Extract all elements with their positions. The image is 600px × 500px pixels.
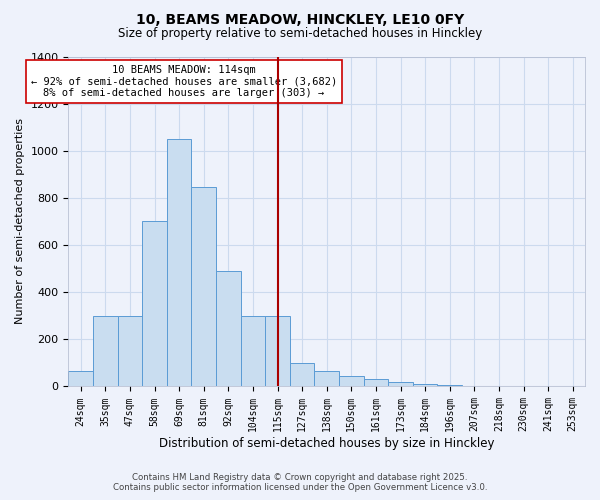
Bar — [413, 384, 437, 386]
Bar — [68, 371, 93, 386]
Bar — [388, 382, 413, 386]
Bar — [265, 316, 290, 386]
Text: 10, BEAMS MEADOW, HINCKLEY, LE10 0FY: 10, BEAMS MEADOW, HINCKLEY, LE10 0FY — [136, 12, 464, 26]
Y-axis label: Number of semi-detached properties: Number of semi-detached properties — [15, 118, 25, 324]
Text: Contains HM Land Registry data © Crown copyright and database right 2025.
Contai: Contains HM Land Registry data © Crown c… — [113, 473, 487, 492]
Bar — [314, 371, 339, 386]
Bar — [167, 139, 191, 386]
Text: 10 BEAMS MEADOW: 114sqm
← 92% of semi-detached houses are smaller (3,682)
8% of : 10 BEAMS MEADOW: 114sqm ← 92% of semi-de… — [31, 64, 337, 98]
Bar — [290, 363, 314, 386]
Bar — [191, 188, 216, 386]
Text: Size of property relative to semi-detached houses in Hinckley: Size of property relative to semi-detach… — [118, 28, 482, 40]
Bar — [216, 271, 241, 386]
Bar — [142, 222, 167, 386]
Bar — [241, 316, 265, 386]
X-axis label: Distribution of semi-detached houses by size in Hinckley: Distribution of semi-detached houses by … — [159, 437, 494, 450]
Bar — [364, 380, 388, 386]
Bar — [93, 316, 118, 386]
Bar — [118, 316, 142, 386]
Bar — [339, 376, 364, 386]
